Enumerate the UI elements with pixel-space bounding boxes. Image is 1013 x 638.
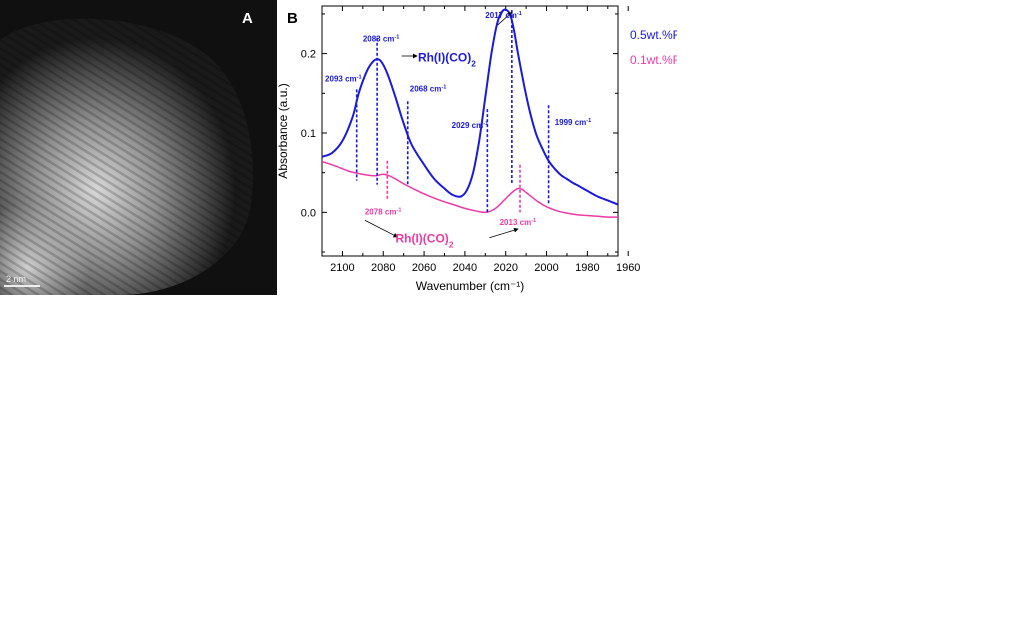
ir-spectrum-chart: B 2100 2080 2060 2040 2020 2000 1980 1960 0.0 0.1… (277, 5, 677, 293)
peak-annotation: 2068 cm-1 (410, 85, 447, 94)
y-tick-label: 0.1 (301, 128, 316, 140)
x-tick-label: 2100 (330, 262, 354, 274)
annotation-arrow (489, 227, 519, 239)
legend-entry: 0.1wt.%Rh/CeO2(AT) (630, 53, 677, 71)
scale-bar-label: 2 nm (6, 274, 27, 284)
y-axis-title: Absorbance (a.u.) (277, 83, 290, 178)
peak-annotation: 2083 cm-1 (363, 35, 400, 44)
micrograph-panel-a: A 2 nm (0, 0, 277, 295)
x-tick-label: 2020 (493, 262, 517, 274)
legend-entry: 0.5wt.%Rh/CeO2(AT) (630, 28, 677, 46)
y-tick-label: 0.0 (301, 207, 316, 219)
panel-b-label: B (287, 10, 298, 27)
plot-area: 2100 2080 2060 2040 2020 2000 1980 1960 0.0 0.1 0.… (277, 5, 677, 293)
micrograph-image (0, 0, 277, 295)
peak-annotation: Rh(I)(CO)2 (395, 232, 453, 250)
scale-bar (4, 285, 40, 287)
peak-annotation: 2017 cm-1 (485, 11, 522, 20)
peak-annotation: 2029 cm-1 (452, 121, 489, 130)
x-axis-title: Wavenumber (cm⁻¹) (416, 279, 525, 293)
x-tick-label: 2040 (453, 262, 477, 274)
x-tick-label: 1980 (575, 262, 599, 274)
plot-frame (321, 5, 619, 257)
x-tick-label: 1960 (616, 262, 640, 274)
x-tick-label: 2060 (412, 262, 436, 274)
y-tick-label: 0.2 (301, 49, 316, 61)
peak-annotation: 2013 cm-1 (500, 218, 537, 227)
peak-annotation: Rh(I)(CO)2 (418, 51, 476, 69)
x-tick-label: 2080 (371, 262, 395, 274)
peak-annotation: 1999 cm-1 (555, 118, 592, 127)
annotation-arrow (364, 219, 399, 238)
peak-annotation: 2093 cm-1 (325, 74, 362, 83)
panel-a-label: A (242, 10, 253, 27)
x-tick-label: 2000 (534, 262, 558, 274)
annotation-arrow (497, 11, 513, 26)
peak-annotation: 2078 cm-1 (365, 208, 402, 217)
series-line-2 (322, 160, 618, 218)
